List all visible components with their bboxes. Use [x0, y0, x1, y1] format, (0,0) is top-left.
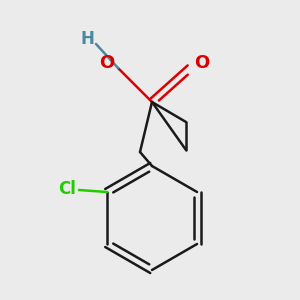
Text: O: O	[99, 54, 114, 72]
Text: H: H	[80, 30, 94, 48]
Text: O: O	[194, 54, 209, 72]
Text: Cl: Cl	[58, 180, 76, 198]
